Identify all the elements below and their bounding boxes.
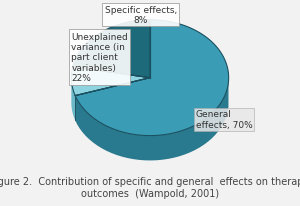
Text: General
effects, 70%: General effects, 70% bbox=[196, 110, 252, 129]
Text: Unexplained
variance (in
part client
variables)
22%: Unexplained variance (in part client var… bbox=[71, 33, 128, 83]
Polygon shape bbox=[71, 68, 150, 96]
Polygon shape bbox=[73, 21, 150, 78]
Polygon shape bbox=[75, 82, 229, 161]
Polygon shape bbox=[71, 79, 75, 121]
Text: Specific effects,
8%: Specific effects, 8% bbox=[105, 6, 177, 25]
Polygon shape bbox=[75, 21, 229, 136]
Text: Figure 2.  Contribution of specific and general  effects on therapy
outcomes  (W: Figure 2. Contribution of specific and g… bbox=[0, 176, 300, 198]
